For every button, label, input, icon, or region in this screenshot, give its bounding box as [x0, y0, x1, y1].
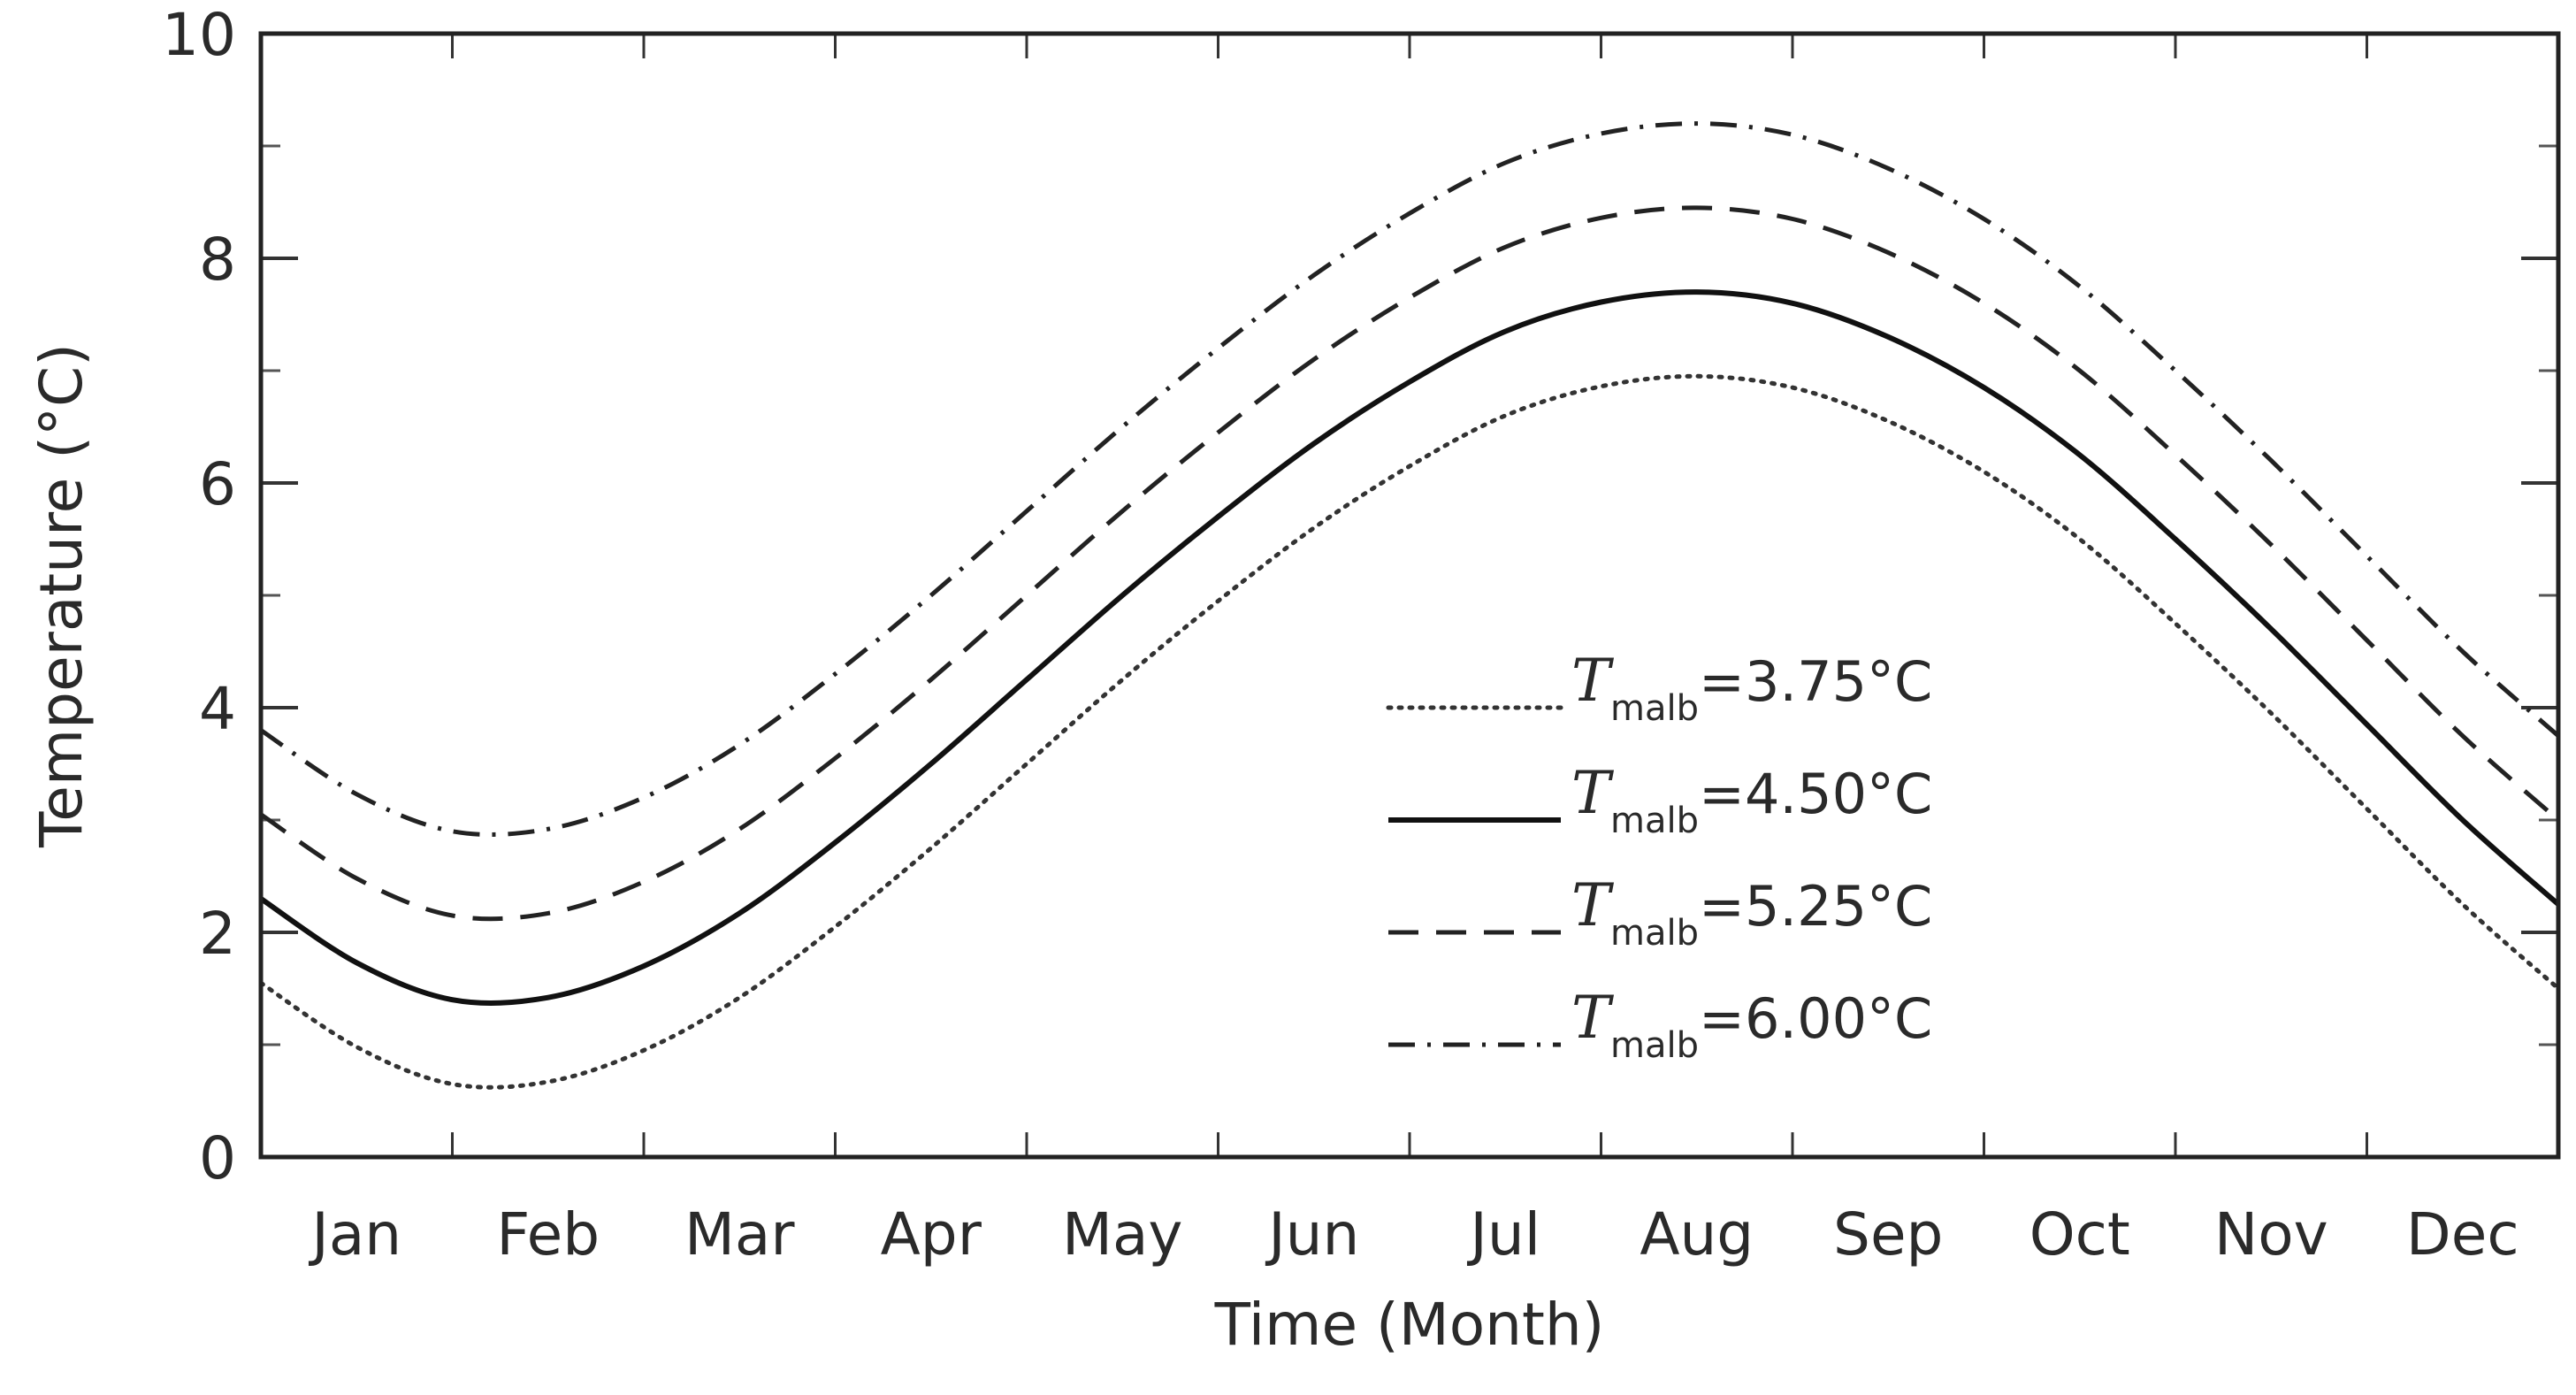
- series-line-2: [259, 289, 2560, 1006]
- x-tick-label: Jun: [1265, 1200, 1359, 1269]
- x-tick-label: Sep: [1833, 1200, 1943, 1269]
- x-tick-label: May: [1062, 1200, 1182, 1269]
- x-tick-label: Oct: [2029, 1200, 2130, 1269]
- x-tick-label: Mar: [684, 1200, 795, 1269]
- x-tick-label: Aug: [1640, 1200, 1754, 1269]
- series-line-4: [259, 121, 2560, 837]
- x-tick-label: Jan: [308, 1200, 401, 1269]
- legend-label-3: Tmalb=5.25°C: [1571, 871, 1932, 954]
- y-tick-label: 8: [199, 226, 236, 294]
- ticks-layer: [259, 32, 2560, 1159]
- y-tick-label: 10: [162, 1, 236, 69]
- y-axis-title: Temperature (°C): [27, 343, 96, 848]
- y-tick-label: 4: [199, 675, 236, 743]
- legend-label-2: Tmalb=4.50°C: [1571, 759, 1932, 841]
- x-tick-label: Dec: [2406, 1200, 2519, 1269]
- series-layer: [258, 121, 2561, 1090]
- y-tick-label: 6: [199, 450, 236, 518]
- x-axis-title: Time (Month): [1214, 1291, 1605, 1359]
- legend-label-1: Tmalb=3.75°C: [1571, 647, 1932, 729]
- tick-labels-layer: 0 2 4 6 8 10 Jan Feb Mar Apr May Jun Jul Aug Sep Oct Nov…: [162, 1, 2519, 1269]
- x-tick-label: Jul: [1466, 1200, 1540, 1269]
- plot-frame: [258, 31, 2561, 1160]
- series-line-1: [258, 373, 2561, 1090]
- x-tick-label: Feb: [496, 1200, 600, 1269]
- series-line-3: [259, 205, 2560, 922]
- legend-label-4: Tmalb=6.00°C: [1571, 984, 1932, 1066]
- x-tick-label: Nov: [2214, 1200, 2328, 1269]
- y-tick-label: 2: [199, 900, 236, 968]
- y-tick-label: 0: [199, 1124, 236, 1192]
- legend: Tmalb=3.75°C Tmalb=4.50°C Tmalb=5.25°C Tmal…: [1386, 647, 1932, 1066]
- x-tick-label: Apr: [881, 1200, 982, 1269]
